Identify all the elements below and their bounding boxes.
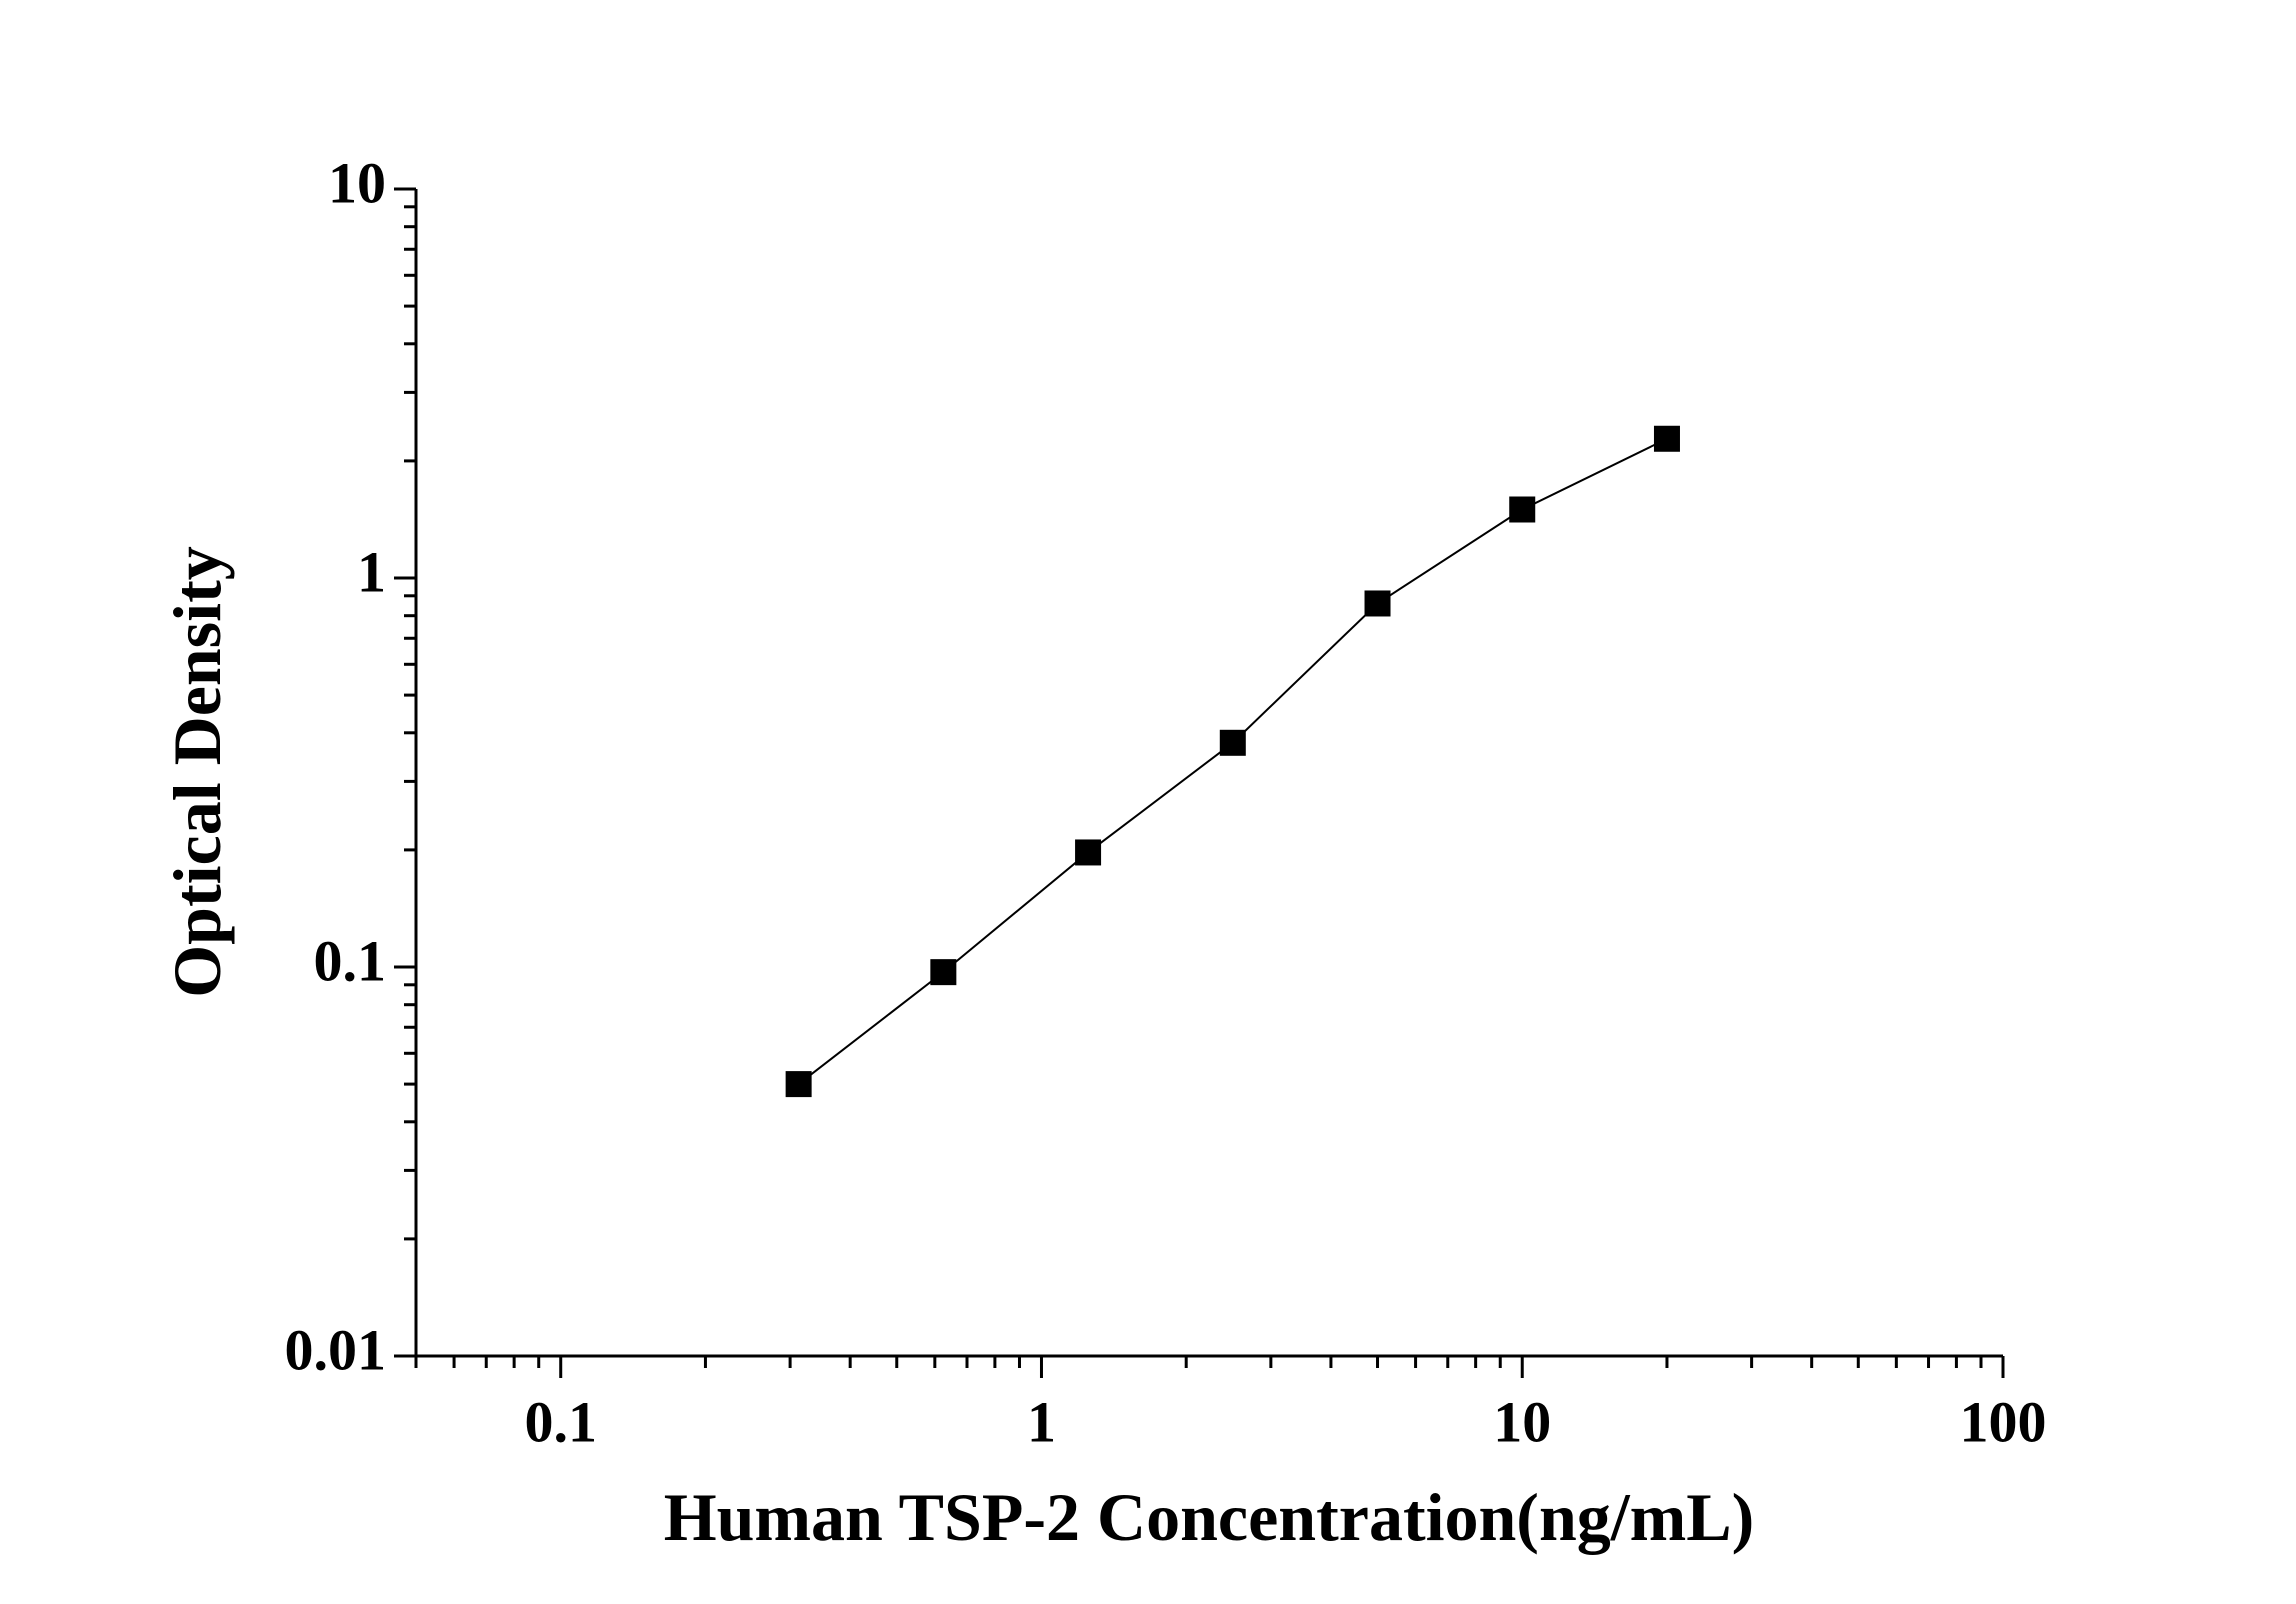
data-point — [1509, 496, 1536, 523]
y-axis-title: Optical Density — [159, 546, 235, 997]
data-point — [785, 1071, 812, 1098]
data-point — [1219, 729, 1246, 756]
data-point — [1075, 839, 1102, 866]
y-tick-label: 1 — [357, 539, 386, 604]
x-tick-label: 0.1 — [524, 1389, 597, 1454]
y-tick-label: 0.1 — [314, 928, 387, 993]
data-line — [798, 437, 1668, 1085]
data-point — [930, 959, 957, 986]
x-tick-label: 10 — [1493, 1389, 1551, 1454]
data-point — [1364, 590, 1391, 617]
x-tick-label: 100 — [1960, 1389, 2047, 1454]
y-tick-label: 10 — [328, 150, 386, 215]
y-tick-label: 0.01 — [285, 1317, 387, 1382]
x-axis-title: Human TSP-2 Concentration(ng/mL) — [664, 1479, 1755, 1555]
x-tick-label: 1 — [1027, 1389, 1056, 1454]
data-point — [1653, 425, 1680, 452]
